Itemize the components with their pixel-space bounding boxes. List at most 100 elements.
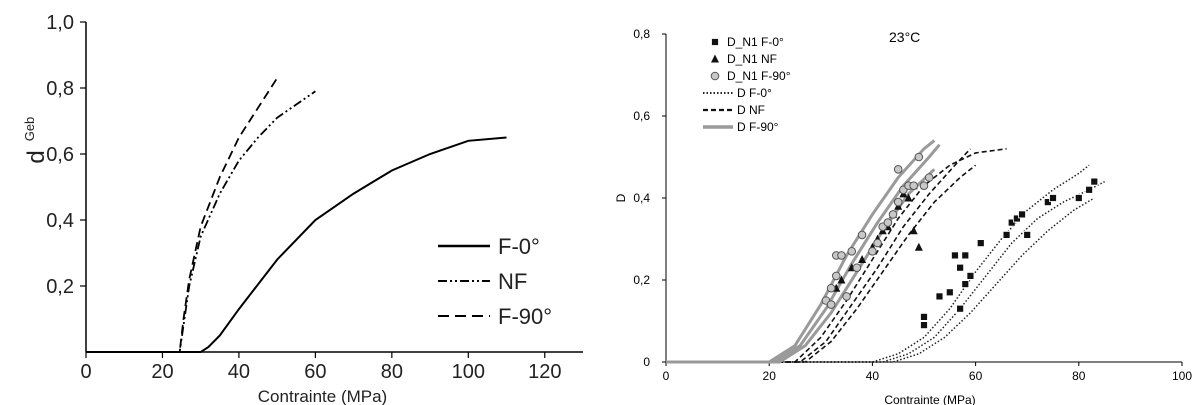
data-point-d-n1-f-90	[893, 165, 903, 174]
x-axis-label: Contrainte (MPa)	[884, 393, 975, 405]
x-tick-label: 80	[381, 361, 403, 383]
y-tick-label: 0,6	[46, 144, 74, 166]
x-tick-label: 0	[80, 361, 91, 383]
data-point-d-n1-f-0	[1007, 218, 1016, 227]
data-point-d-n1-f-0	[920, 321, 928, 330]
data-point-d-n1-f-0	[956, 304, 965, 313]
legend-label-d-nf: D NF	[737, 103, 765, 117]
legend-marker-d-n1-f-0	[711, 38, 719, 46]
x-tick-label: 40	[228, 361, 250, 383]
y-axis-label-group: d Geb	[22, 117, 50, 164]
legend-marker-d-n1-f-90	[710, 71, 720, 81]
curve-d-nf	[666, 148, 1007, 363]
y-tick-label: 0,6	[633, 109, 650, 123]
x-tick-label: 40	[866, 369, 880, 383]
legend-label-nf: NF	[498, 269, 527, 294]
data-point-d-n1-f-90	[893, 197, 903, 207]
data-point-d-n1-f-0	[1002, 230, 1011, 239]
legend-label-f-0: F-0°	[498, 234, 540, 259]
data-point-d-n1-f-0	[920, 312, 928, 321]
data-point-d-n1-f-90	[909, 181, 918, 190]
data-point-d-n1-f-0	[961, 251, 970, 260]
x-tick-label: 60	[969, 369, 983, 383]
data-point-d-n1-f-90	[831, 271, 841, 281]
panel-divider	[599, 0, 603, 405]
data-point-d-n1-f-0	[961, 280, 970, 289]
data-point-d-n1-f-90	[883, 218, 893, 227]
data-point-d-n1-f-0	[1018, 210, 1026, 219]
data-point-d-n1-f-0	[951, 251, 959, 260]
legend-label-d-n1-f-90: D_N1 F-90°	[727, 69, 791, 83]
curve-d-f-90	[666, 168, 936, 364]
data-point-d-n1-f-90	[868, 247, 877, 256]
data-point-d-n1-f-90	[857, 230, 867, 240]
data-point-d-n1-f-0	[1074, 194, 1083, 202]
y-tick-label: 0,4	[633, 191, 650, 205]
data-point-d-n1-f-90	[826, 300, 836, 309]
right-chart-panel: 0 20 40 60 80 100 0 0,2 0,4 0,6 0,8 Contrainte (MPa…	[603, 0, 1198, 405]
x-tick-label: 80	[1072, 369, 1086, 383]
data-point-d-n1-f-0	[956, 263, 965, 272]
data-point-d-n1-f-90	[919, 181, 929, 190]
data-point-d-n1-f-0	[1090, 177, 1099, 186]
right-chart: 0 20 40 60 80 100 0 0,2 0,4 0,6 0,8 Contrainte (MPa…	[614, 27, 1192, 405]
curve-d-f-90	[666, 139, 936, 364]
data-point-d-n1-f-0	[1023, 230, 1032, 239]
data-point-d-n1-f-0	[945, 288, 954, 297]
data-point-d-n1-nf	[858, 255, 867, 263]
legend-label-d-n1-f-0: D_N1 F-0°	[727, 35, 784, 49]
curve-d-nf	[666, 148, 972, 363]
data-point-d-n1-f-90	[873, 238, 882, 248]
series-line-f-90	[86, 77, 278, 353]
data-point-d-n1-nf	[837, 275, 846, 284]
data-point-d-n1-f-90	[842, 292, 851, 301]
x-tick-label: 100	[1172, 369, 1192, 383]
data-point-d-n1-nf	[904, 193, 913, 202]
data-point-d-n1-f-0	[1043, 198, 1052, 207]
data-point-d-n1-f-90	[837, 251, 846, 260]
y-tick-label: 0,8	[46, 78, 74, 100]
left-chart: 0 20 40 60 80 100 120 0,2 0,4 0,6 0,8 1,0 Contrainte…	[22, 12, 583, 405]
data-point-d-n1-f-0	[966, 271, 975, 280]
data-point-d-n1-f-0	[1085, 185, 1094, 194]
y-tick-label: 0	[643, 355, 650, 369]
y-tick-label: 0,2	[46, 276, 74, 298]
y-tick-label: 0,4	[46, 210, 74, 232]
x-tick-label: 0	[663, 369, 670, 383]
data-point-d-n1-f-90	[914, 152, 924, 162]
y-tick-label: 1,0	[46, 12, 74, 34]
data-point-d-n1-nf	[909, 226, 918, 235]
data-point-d-n1-f-90	[826, 283, 836, 293]
y-axis-label-superscript: Geb	[22, 117, 37, 142]
y-axis-label: d	[23, 150, 50, 163]
data-point-d-n1-f-90	[852, 263, 862, 273]
curve-d-nf	[666, 164, 977, 363]
legend-label-d-f-0: D F-0°	[737, 86, 772, 100]
series-line-nf	[86, 90, 316, 353]
data-point-d-n1-f-0	[1049, 194, 1057, 202]
data-point-d-n1-f-90	[847, 247, 857, 256]
legend-label-f-90: F-90°	[498, 304, 552, 329]
data-point-d-n1-f-0	[976, 239, 985, 248]
x-tick-label: 60	[304, 361, 326, 383]
data-point-d-n1-f-0	[1012, 214, 1021, 223]
data-point-d-n1-f-90	[924, 173, 934, 182]
x-tick-label: 20	[763, 369, 777, 383]
temperature-annotation: 23°C	[889, 29, 920, 45]
curve-d-f-0	[666, 197, 1095, 363]
data-point-d-n1-f-0	[935, 292, 944, 301]
data-point-d-n1-nf	[914, 242, 923, 251]
series-line-f-0	[86, 136, 507, 353]
curve-d-f-0	[666, 180, 1105, 363]
curve-d-f-0	[666, 164, 1090, 363]
data-point-d-n1-f-90	[888, 210, 898, 219]
legend-label-d-f-90: D F-90°	[737, 120, 779, 134]
x-tick-label: 100	[452, 361, 485, 383]
legend-label-d-n1-nf: D_N1 NF	[727, 52, 777, 66]
legend-marker-d-n1-nf	[711, 54, 719, 63]
x-axis-label: Contrainte (MPa)	[258, 387, 387, 405]
x-tick-label: 20	[151, 361, 173, 383]
y-tick-label: 0,8	[633, 27, 650, 41]
x-tick-label: 120	[528, 361, 561, 383]
y-tick-label: 0,2	[633, 273, 650, 287]
